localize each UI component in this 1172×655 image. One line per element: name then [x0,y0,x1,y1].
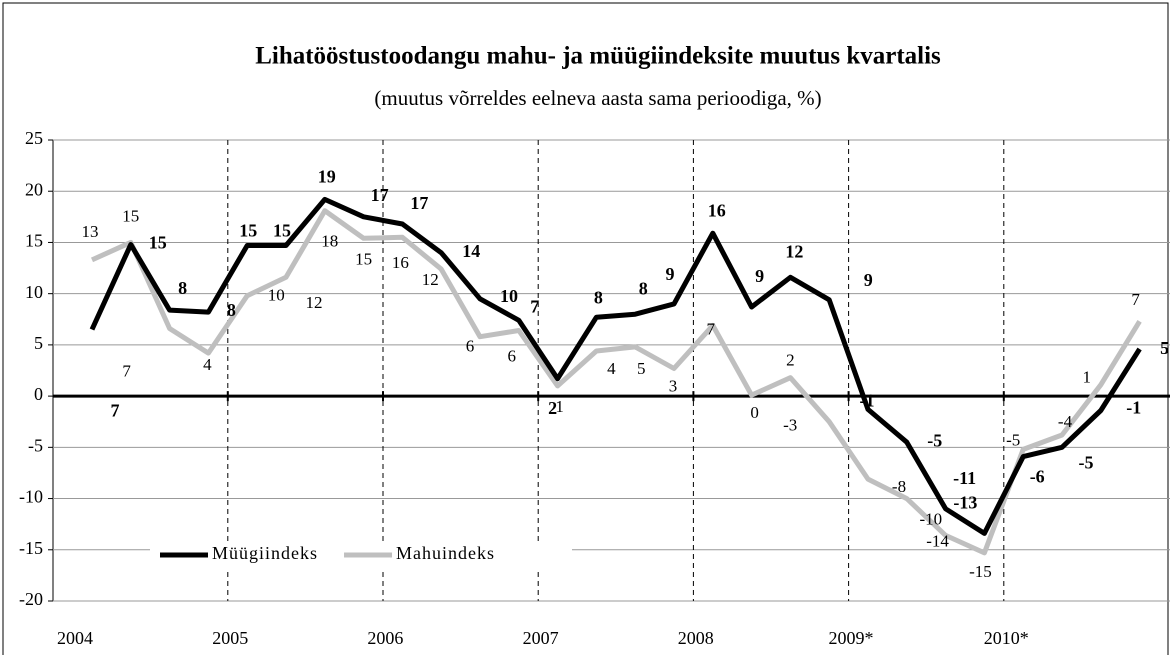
data-label: -8 [892,477,906,496]
legend-label: Müügiindeks [212,543,318,563]
data-label: 4 [203,355,212,374]
data-label: -14 [926,531,949,550]
x-tick-label: 2006 [367,628,403,648]
x-tick-label: 2009* [829,628,874,648]
data-label: 17 [410,193,428,213]
x-tick-label: 2007 [523,628,559,648]
x-tick-label: 2008 [678,628,714,648]
data-label: 7 [530,296,539,316]
data-label: 2 [786,351,795,370]
data-label: 6 [508,346,517,365]
data-label: 10 [268,286,285,305]
data-label: 13 [82,222,99,241]
data-label: 15 [122,206,139,225]
y-tick-label: 0 [34,384,43,404]
data-label: 2 [548,398,557,418]
data-label: 15 [355,249,372,268]
y-tick-label: 20 [25,179,43,199]
data-label: 12 [422,270,439,289]
data-label: 1 [555,397,564,416]
data-label: 5 [1160,338,1169,358]
data-label: 4 [607,359,616,378]
data-label: 12 [306,293,323,312]
x-tick-label: 2004 [57,628,93,648]
data-label: 16 [708,200,726,220]
y-tick-label: 5 [34,333,43,353]
data-label: 7 [1131,290,1140,309]
data-label: -10 [919,509,942,528]
data-label: -4 [1058,412,1073,431]
data-label: 10 [500,286,518,306]
data-label: -5 [927,430,942,450]
data-label: -1 [1126,398,1141,418]
chart-subtitle: (muutus võrreldes eelneva aasta sama per… [374,86,821,110]
data-label: 8 [594,287,603,307]
legend-label: Mahuindeks [396,543,495,563]
data-label: -5 [1079,452,1094,472]
data-label: 9 [666,264,675,284]
data-label: 8 [639,278,648,298]
data-label: 9 [755,266,764,286]
data-label: 7 [122,361,131,380]
data-label: 15 [239,221,257,241]
data-label: 15 [149,233,167,253]
series-line [89,196,1142,536]
data-label: 3 [669,376,678,395]
data-label: -1 [860,391,875,411]
data-label: 9 [864,270,873,290]
data-label: -6 [1030,467,1045,487]
x-tick-label: 2010* [984,628,1029,648]
y-tick-label: -10 [19,487,43,507]
data-label: -11 [953,468,976,488]
y-tick-label: 15 [25,231,43,251]
data-label: 17 [371,185,389,205]
y-tick-label: 10 [25,282,43,302]
data-label: 12 [785,241,803,261]
data-label: 15 [273,221,291,241]
data-label: 5 [637,359,646,378]
data-label: 18 [321,232,338,251]
data-label: 6 [466,337,475,356]
data-label: -13 [953,493,977,513]
data-label: -15 [969,562,992,581]
y-tick-label: -15 [19,538,43,558]
data-label: 14 [462,241,480,261]
y-tick-label: -5 [28,435,43,455]
series-line [90,208,1142,556]
chart-title: Lihatööstustoodangu mahu- ja müügiindeks… [255,43,941,70]
y-tick-label: -20 [19,589,43,609]
y-tick-label: 25 [25,128,43,148]
data-label: 8 [178,278,187,298]
data-label: 0 [750,403,759,422]
data-label: 16 [392,253,409,272]
x-tick-label: 2005 [212,628,248,648]
data-label: 19 [318,167,336,187]
data-label: 7 [707,319,716,338]
data-label: -3 [783,416,797,435]
data-label: -5 [1006,430,1020,449]
data-label: 8 [227,300,236,320]
data-label: 1 [1083,368,1092,387]
data-label: 7 [111,401,120,421]
